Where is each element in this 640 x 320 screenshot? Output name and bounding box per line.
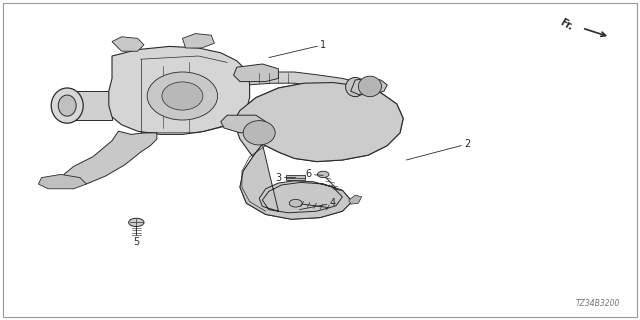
Polygon shape	[67, 91, 112, 120]
Polygon shape	[351, 78, 387, 94]
Polygon shape	[234, 83, 403, 219]
Polygon shape	[109, 46, 250, 134]
Polygon shape	[112, 37, 144, 51]
Text: TZ34B3200: TZ34B3200	[575, 299, 620, 308]
Polygon shape	[182, 34, 214, 48]
Ellipse shape	[243, 121, 275, 145]
Polygon shape	[234, 83, 403, 162]
Text: 2: 2	[406, 139, 470, 160]
Text: 3: 3	[275, 172, 296, 183]
Polygon shape	[250, 72, 355, 93]
Polygon shape	[349, 195, 362, 204]
Text: 1: 1	[269, 40, 326, 58]
Text: 4: 4	[300, 198, 336, 210]
Ellipse shape	[129, 218, 144, 227]
Ellipse shape	[58, 95, 76, 116]
Ellipse shape	[162, 82, 203, 110]
Polygon shape	[240, 144, 352, 219]
Ellipse shape	[346, 77, 365, 97]
Polygon shape	[286, 175, 305, 180]
Text: 6: 6	[305, 169, 323, 180]
Ellipse shape	[317, 171, 329, 178]
Polygon shape	[221, 115, 266, 133]
Ellipse shape	[358, 76, 381, 97]
Polygon shape	[64, 131, 157, 184]
Text: 5: 5	[133, 228, 140, 247]
Ellipse shape	[289, 199, 302, 207]
Ellipse shape	[51, 88, 83, 123]
Text: Fr.: Fr.	[559, 17, 575, 33]
Polygon shape	[38, 174, 86, 189]
Ellipse shape	[147, 72, 218, 120]
Polygon shape	[234, 64, 278, 82]
